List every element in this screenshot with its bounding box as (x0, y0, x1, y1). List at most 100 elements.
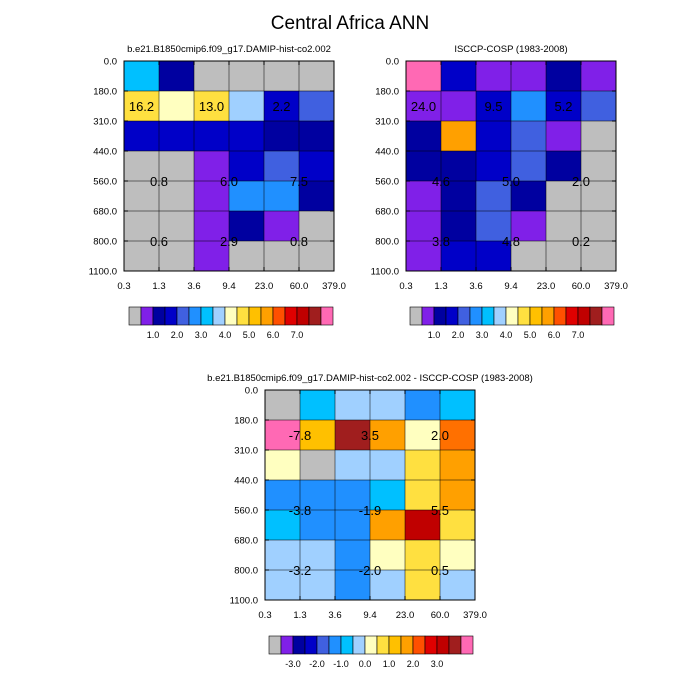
heatmap-cell (406, 151, 442, 182)
heatmap-cell (511, 241, 547, 272)
heatmap-cell (264, 241, 300, 272)
colorbar-box (140, 306, 154, 326)
data-label: 0.8 (150, 174, 168, 189)
x-tick-label: 23.0 (396, 610, 415, 621)
heatmap-cell (581, 121, 617, 152)
colorbar-box (409, 306, 423, 326)
colorbar-box (553, 306, 567, 326)
heatmap-cell (299, 91, 335, 122)
heatmap-cell (546, 151, 582, 182)
colorbar-box (400, 635, 414, 655)
heatmap-cell (229, 211, 265, 242)
data-label: 5.0 (502, 174, 520, 189)
heatmap-cell (300, 540, 336, 571)
data-label: 4.6 (432, 174, 450, 189)
heatmap-cell (440, 540, 476, 571)
heatmap-cell (299, 151, 335, 182)
heatmap-cell (441, 181, 477, 212)
data-label: 3.8 (432, 234, 450, 249)
y-tick-label: 680.0 (375, 207, 399, 218)
x-tick-label: 379.0 (322, 281, 346, 292)
heatmap-cell (264, 211, 300, 242)
data-label: 2.2 (272, 99, 290, 114)
x-tick-label: 3.6 (469, 281, 482, 292)
heatmap-cell (405, 480, 441, 511)
y-tick-label: 0.0 (386, 57, 399, 68)
colorbar-box (589, 306, 603, 326)
heatmap-cell (124, 211, 160, 242)
heatmap-cell (299, 241, 335, 272)
heatmap-cell (405, 510, 441, 541)
heatmap-cell (441, 121, 477, 152)
colorbar-label: -1.0 (333, 659, 349, 669)
heatmap-cell (194, 121, 230, 152)
data-label: 9.5 (484, 99, 502, 114)
y-tick-label: 1100.0 (371, 267, 399, 278)
colorbar-box (541, 306, 555, 326)
heatmap-cell (159, 121, 195, 152)
data-label: 6.0 (220, 174, 238, 189)
colorbar-label: 0.0 (359, 659, 372, 669)
heatmap-cell (441, 241, 477, 272)
heatmap-cell (194, 241, 230, 272)
heatmap-cell (335, 570, 371, 601)
heatmap-cell (581, 211, 617, 242)
x-tick-label: 60.0 (431, 610, 450, 621)
y-tick-label: 310.0 (93, 117, 117, 128)
colorbar-box (433, 306, 447, 326)
colorbar-label: -3.0 (285, 659, 301, 669)
heatmap-cell (476, 181, 512, 212)
heatmap-cell (159, 61, 195, 92)
heatmap-cell (476, 211, 512, 242)
heatmap-cell (335, 390, 371, 421)
heatmap-cell (299, 211, 335, 242)
colorbar-box (445, 306, 459, 326)
heatmap-cell (581, 241, 617, 272)
heatmap-cell (370, 570, 406, 601)
heatmap-cell (265, 420, 301, 451)
heatmap-cell (300, 390, 336, 421)
heatmap-cell (405, 570, 441, 601)
heatmap-cell (264, 181, 300, 212)
colorbar-label: 1.0 (428, 330, 441, 340)
x-tick-label: 9.4 (504, 281, 517, 292)
colorbar-label: 1.0 (147, 330, 160, 340)
y-tick-label: 560.0 (375, 177, 399, 188)
heatmap-cell (370, 510, 406, 541)
heatmap-cell (229, 91, 265, 122)
heatmap-cell (265, 570, 301, 601)
colorbar-box (460, 635, 474, 655)
heatmap-cell (511, 151, 547, 182)
heatmap-cell (159, 211, 195, 242)
data-label: 4.8 (502, 234, 520, 249)
panel-difference: b.e21.B1850cmip6.f09_g17.DAMIP-hist-co2.… (207, 373, 533, 669)
x-tick-label: 9.4 (363, 610, 376, 621)
colorbar-box (448, 635, 462, 655)
heatmap-cell (229, 181, 265, 212)
colorbar-label: 2.0 (171, 330, 184, 340)
colorbar-box (248, 306, 262, 326)
heatmap-cell (229, 61, 265, 92)
heatmap-cell (264, 61, 300, 92)
heatmap-cell (440, 510, 476, 541)
heatmap-cell (265, 390, 301, 421)
colorbar-box (176, 306, 190, 326)
y-tick-label: 800.0 (234, 566, 258, 577)
heatmap-cell (300, 570, 336, 601)
data-label: 2.0 (572, 174, 590, 189)
colorbar-box (304, 635, 318, 655)
x-tick-label: 9.4 (222, 281, 235, 292)
heatmap-cell (546, 181, 582, 212)
y-tick-label: 560.0 (93, 177, 117, 188)
data-label: 2.9 (220, 234, 238, 249)
y-tick-label: 440.0 (234, 476, 258, 487)
colorbar-box (128, 306, 142, 326)
colorbar-box (529, 306, 543, 326)
x-tick-label: 0.3 (399, 281, 412, 292)
data-label: -1.9 (359, 503, 381, 518)
heatmap-cell (370, 420, 406, 451)
heatmap-cell (370, 390, 406, 421)
heatmap-cell (335, 480, 371, 511)
data-label: 13.0 (199, 99, 224, 114)
heatmap-cell (335, 420, 371, 451)
